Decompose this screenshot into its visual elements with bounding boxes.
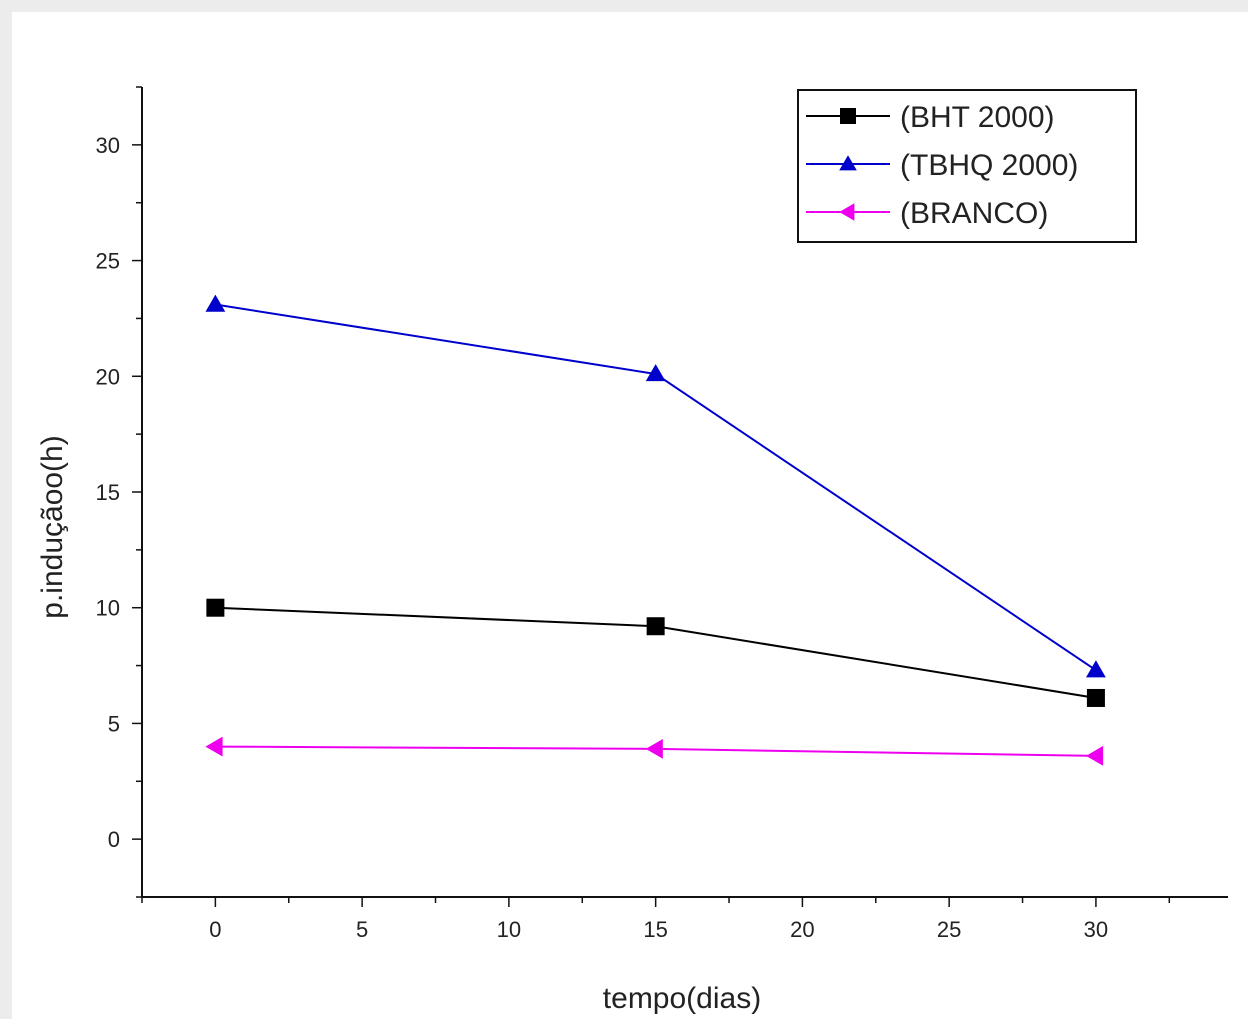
y-tick-label: 30 — [96, 133, 120, 158]
y-tick-label: 0 — [108, 827, 120, 852]
data-point — [1086, 688, 1105, 707]
y-tick-label: 10 — [96, 596, 120, 621]
y-tick-label: 5 — [108, 711, 120, 736]
y-axis-label: p.induçãoo(h) — [36, 435, 69, 618]
legend: (BHT 2000) (TBHQ 2000) (BRANCO) — [797, 89, 1137, 243]
data-point — [206, 598, 225, 617]
series-1 — [206, 598, 1105, 707]
x-tick-label: 15 — [643, 917, 667, 942]
data-point — [645, 738, 663, 759]
legend-marker — [839, 203, 855, 221]
data-point — [645, 364, 666, 382]
y-tick-label: 15 — [96, 480, 120, 505]
x-tick-label: 30 — [1084, 917, 1108, 942]
series-layer — [205, 294, 1106, 766]
data-point — [205, 294, 226, 312]
series-2 — [205, 294, 1106, 678]
data-point — [205, 736, 223, 757]
x-axis-label: tempo(dias) — [603, 982, 761, 1015]
legend-label: (TBHQ 2000) — [900, 149, 1078, 182]
x-tick-label: 10 — [497, 917, 521, 942]
y-tick-label: 20 — [96, 364, 120, 389]
legend-marker — [840, 108, 856, 124]
x-tick-label: 0 — [209, 917, 221, 942]
legend-label: (BRANCO) — [900, 197, 1048, 230]
y-tick-label: 25 — [96, 249, 120, 274]
legend-marker — [839, 155, 857, 171]
axes: 0 5 10 15 20 25 30 0 5 10 15 20 25 30 — [96, 86, 1228, 942]
series-3 — [205, 736, 1104, 766]
chart-frame: 0 5 10 15 20 25 30 0 5 10 15 20 25 30 tempo(dias) p.i… — [12, 12, 1248, 1019]
data-point — [1086, 745, 1104, 766]
line-chart: 0 5 10 15 20 25 30 0 5 10 15 20 25 30 tempo(dias) p.i… — [36, 86, 1228, 1015]
legend-label: (BHT 2000) — [900, 101, 1055, 134]
x-tick-label: 5 — [356, 917, 368, 942]
data-point — [1086, 660, 1106, 678]
series-line — [215, 303, 1097, 672]
x-tick-label: 25 — [937, 917, 961, 942]
x-tick-label: 20 — [790, 917, 814, 942]
data-point — [646, 617, 665, 636]
